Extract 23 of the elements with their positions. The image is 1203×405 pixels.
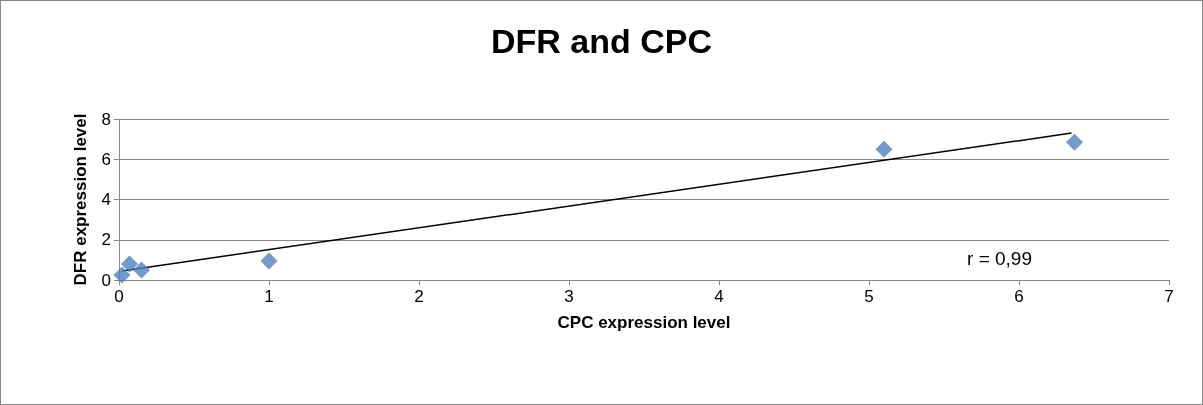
x-tick-label: 0	[114, 287, 124, 306]
x-tick-label: 5	[864, 287, 874, 306]
point	[260, 252, 278, 270]
y-axis-title: DFR expression level	[71, 113, 90, 286]
x-tick-label: 7	[1164, 287, 1174, 306]
x-tick-label: 1	[264, 287, 274, 306]
x-tick-label: 4	[714, 287, 724, 306]
y-tick-label: 4	[101, 190, 111, 209]
point	[1066, 133, 1083, 151]
y-tick-label: 0	[101, 270, 111, 290]
annotation: r = 0,99	[967, 248, 1033, 269]
x-tick-label: 2	[414, 287, 424, 306]
x-axis-title: CPC expression level	[557, 313, 731, 332]
y-tick-label: 8	[101, 109, 111, 129]
point	[113, 266, 131, 284]
y-tick-label: 6	[101, 149, 111, 169]
y-tick-label: 2	[101, 230, 111, 250]
x-tick-label: 3	[564, 287, 574, 306]
chart-title: DFR and CPC	[491, 22, 712, 60]
point	[875, 140, 893, 158]
point	[121, 255, 138, 273]
x-tick-label: 6	[1014, 287, 1024, 306]
point	[133, 261, 150, 279]
